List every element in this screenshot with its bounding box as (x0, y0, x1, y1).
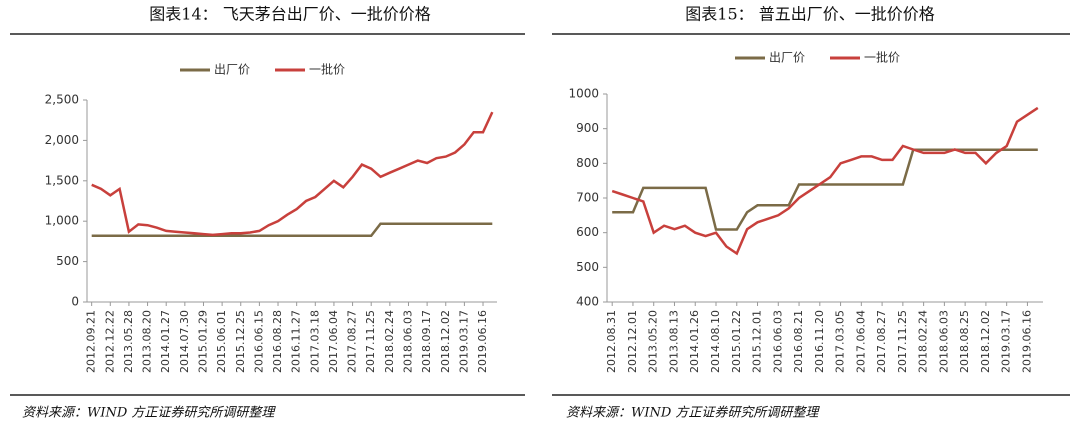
y-tick-label: 2,000 (45, 133, 79, 147)
x-tick-label: 2014.07.30 (178, 310, 191, 373)
series-line (91, 222, 493, 238)
x-tick-label: 2013.05.28 (122, 310, 135, 373)
x-tick-label: 2016.11.27 (290, 310, 303, 373)
x-tick-label: 2015.01.22 (730, 310, 743, 373)
x-tick-label: 2015.06.01 (215, 310, 228, 373)
series-line (91, 111, 494, 237)
x-tick-label: 2018.12.02 (979, 310, 992, 373)
x-tick-label: 2012.12.22 (103, 310, 116, 373)
legend-label: 一批价 (309, 62, 345, 77)
x-tick-label: 2015.01.29 (196, 310, 209, 373)
x-tick-label: 2015.12.01 (751, 310, 764, 373)
x-tick-label: 2018.12.02 (439, 310, 452, 373)
y-tick-label: 800 (576, 156, 599, 170)
x-tick-label: 2017.08.27 (346, 310, 359, 373)
x-tick-label: 2018.02.24 (383, 310, 396, 373)
x-tick-label: 2018.06.03 (401, 310, 414, 373)
legend-label: 一批价 (864, 50, 900, 65)
y-tick-label: 500 (576, 260, 599, 274)
chart-title: 图表15： 普五出厂价、一批价价格 (685, 5, 934, 24)
x-tick-label: 2017.11.25 (896, 310, 909, 373)
y-tick-label: 600 (576, 225, 599, 239)
x-tick-label: 2015.12.25 (234, 310, 247, 373)
legend-label: 出厂价 (214, 63, 250, 77)
y-tick-label: 700 (576, 191, 599, 205)
x-tick-label: 2012.09.21 (85, 310, 98, 373)
x-tick-label: 2019.06.16 (476, 310, 489, 373)
x-tick-label: 2013.05.20 (647, 310, 660, 373)
x-tick-label: 2017.06.04 (327, 310, 340, 373)
x-tick-label: 2017.08.27 (875, 310, 888, 373)
x-tick-label: 2013.08.20 (141, 310, 154, 373)
y-tick-label: 1,500 (45, 173, 79, 187)
y-tick-label: 1,000 (45, 214, 79, 228)
x-tick-label: 2017.03.18 (308, 310, 321, 373)
y-tick-label: 0 (71, 295, 79, 309)
y-tick-label: 900 (576, 121, 599, 135)
x-tick-label: 2016.06.03 (771, 310, 784, 373)
legend-label: 出厂价 (769, 51, 805, 65)
x-tick-label: 2013.08.13 (667, 310, 680, 373)
x-tick-label: 2019.03.17 (1000, 310, 1013, 373)
x-tick-label: 2018.08.25 (958, 310, 971, 373)
x-tick-label: 2017.06.04 (854, 310, 867, 373)
x-tick-label: 2017.11.25 (364, 310, 377, 373)
series-line (612, 148, 1038, 231)
x-tick-label: 2018.09.17 (420, 310, 433, 373)
y-tick-label: 2,500 (45, 93, 79, 107)
y-tick-label: 400 (576, 295, 599, 309)
y-tick-label: 1000 (568, 87, 599, 101)
x-tick-label: 2018.02.24 (917, 310, 930, 373)
x-tick-label: 2016.08.21 (792, 310, 805, 373)
series-line (611, 106, 1039, 256)
x-tick-label: 2014.01.26 (688, 310, 701, 373)
x-tick-label: 2012.12.01 (626, 310, 639, 373)
x-tick-label: 2012.08.31 (605, 310, 618, 373)
x-tick-label: 2018.06.03 (937, 310, 950, 373)
x-tick-label: 2017.03.05 (834, 310, 847, 373)
x-tick-label: 2019.03.17 (457, 310, 470, 373)
chart-title: 图表14： 飞天茅台出厂价、一批价价格 (149, 5, 430, 24)
source-note: 资料来源：WIND 方正证券研究所调研整理 (566, 405, 820, 421)
x-tick-label: 2016.06.15 (252, 310, 265, 373)
x-tick-label: 2014.08.10 (709, 310, 722, 373)
y-tick-label: 500 (56, 254, 79, 268)
x-tick-label: 2014.01.27 (159, 310, 172, 373)
x-tick-label: 2019.06.16 (1020, 310, 1033, 373)
x-tick-label: 2016.08.28 (271, 310, 284, 373)
source-note: 资料来源：WIND 方正证券研究所调研整理 (22, 405, 276, 421)
x-tick-label: 2016.11.20 (813, 310, 826, 373)
